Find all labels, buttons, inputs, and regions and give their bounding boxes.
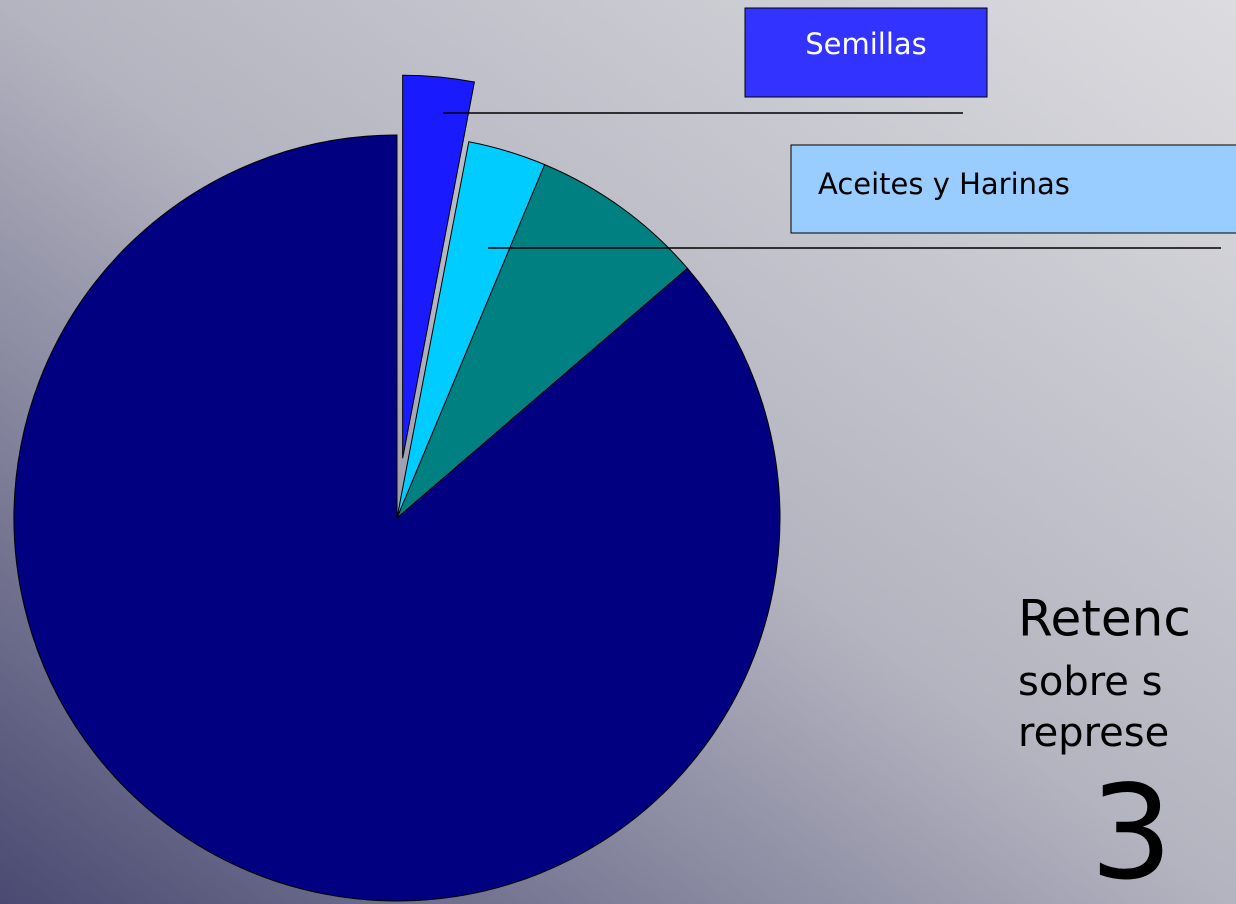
slice-label: Semillas [805,27,927,61]
pie-slice [402,74,475,459]
annotation: Retenc [1018,590,1191,648]
slice-label: Aceites y Harinas [818,167,1070,201]
pie [13,74,781,902]
label-box [790,144,1236,234]
annotation: sobre s [1018,659,1162,705]
pie-slice [396,163,689,519]
annotation: 3 [1090,757,1173,904]
label-box [744,7,988,98]
pie-slice [13,134,781,902]
annotation: represe [1018,710,1169,756]
